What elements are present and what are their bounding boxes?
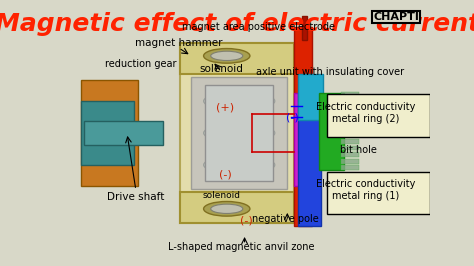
Polygon shape bbox=[294, 27, 312, 226]
FancyBboxPatch shape bbox=[327, 172, 430, 214]
Text: (-): (-) bbox=[240, 216, 253, 226]
Polygon shape bbox=[81, 80, 137, 186]
Text: solenoid: solenoid bbox=[202, 191, 240, 200]
Text: bit hole: bit hole bbox=[340, 145, 377, 155]
Text: (+): (+) bbox=[216, 103, 234, 113]
Polygon shape bbox=[298, 93, 321, 226]
Ellipse shape bbox=[211, 204, 243, 213]
Polygon shape bbox=[341, 99, 359, 104]
Polygon shape bbox=[181, 43, 294, 223]
Polygon shape bbox=[319, 93, 344, 170]
Text: Magnetic effect of electric current: Magnetic effect of electric current bbox=[0, 12, 474, 36]
Text: (-): (-) bbox=[286, 112, 299, 122]
Text: axle unit with insulating cover: axle unit with insulating cover bbox=[256, 67, 404, 77]
Polygon shape bbox=[341, 132, 359, 137]
Polygon shape bbox=[181, 192, 294, 223]
Text: solenoid: solenoid bbox=[200, 64, 243, 74]
Polygon shape bbox=[341, 146, 359, 150]
Polygon shape bbox=[84, 121, 163, 145]
Text: magnet hammer: magnet hammer bbox=[135, 38, 222, 48]
Polygon shape bbox=[341, 106, 359, 110]
Polygon shape bbox=[205, 85, 273, 181]
Polygon shape bbox=[341, 165, 359, 170]
Polygon shape bbox=[341, 126, 359, 130]
Ellipse shape bbox=[204, 92, 275, 110]
Text: (-): (-) bbox=[219, 169, 231, 179]
Polygon shape bbox=[81, 101, 134, 165]
Ellipse shape bbox=[204, 48, 250, 63]
Text: Drive shaft: Drive shaft bbox=[107, 192, 164, 202]
Polygon shape bbox=[191, 77, 287, 189]
Text: magnet area positive electrode: magnet area positive electrode bbox=[182, 22, 335, 32]
Text: Electric conductivity
metal ring (2): Electric conductivity metal ring (2) bbox=[316, 102, 415, 124]
Polygon shape bbox=[341, 139, 359, 144]
Text: reduction gear: reduction gear bbox=[106, 59, 177, 69]
Polygon shape bbox=[298, 74, 323, 120]
Ellipse shape bbox=[204, 202, 250, 216]
Polygon shape bbox=[341, 152, 359, 157]
Polygon shape bbox=[341, 112, 359, 117]
Ellipse shape bbox=[204, 124, 275, 142]
Polygon shape bbox=[341, 119, 359, 124]
Text: negative pole: negative pole bbox=[252, 214, 319, 225]
Polygon shape bbox=[341, 92, 359, 97]
Polygon shape bbox=[301, 16, 307, 40]
Text: L-shaped magnetic anvil zone: L-shaped magnetic anvil zone bbox=[168, 242, 314, 252]
Polygon shape bbox=[294, 93, 312, 186]
FancyBboxPatch shape bbox=[327, 94, 430, 137]
Ellipse shape bbox=[211, 51, 243, 61]
Polygon shape bbox=[181, 43, 294, 74]
Text: CHAPTI: CHAPTI bbox=[374, 12, 419, 22]
Ellipse shape bbox=[204, 156, 275, 174]
Text: Electric conductivity
metal ring (1): Electric conductivity metal ring (1) bbox=[316, 179, 415, 201]
Polygon shape bbox=[341, 159, 359, 164]
